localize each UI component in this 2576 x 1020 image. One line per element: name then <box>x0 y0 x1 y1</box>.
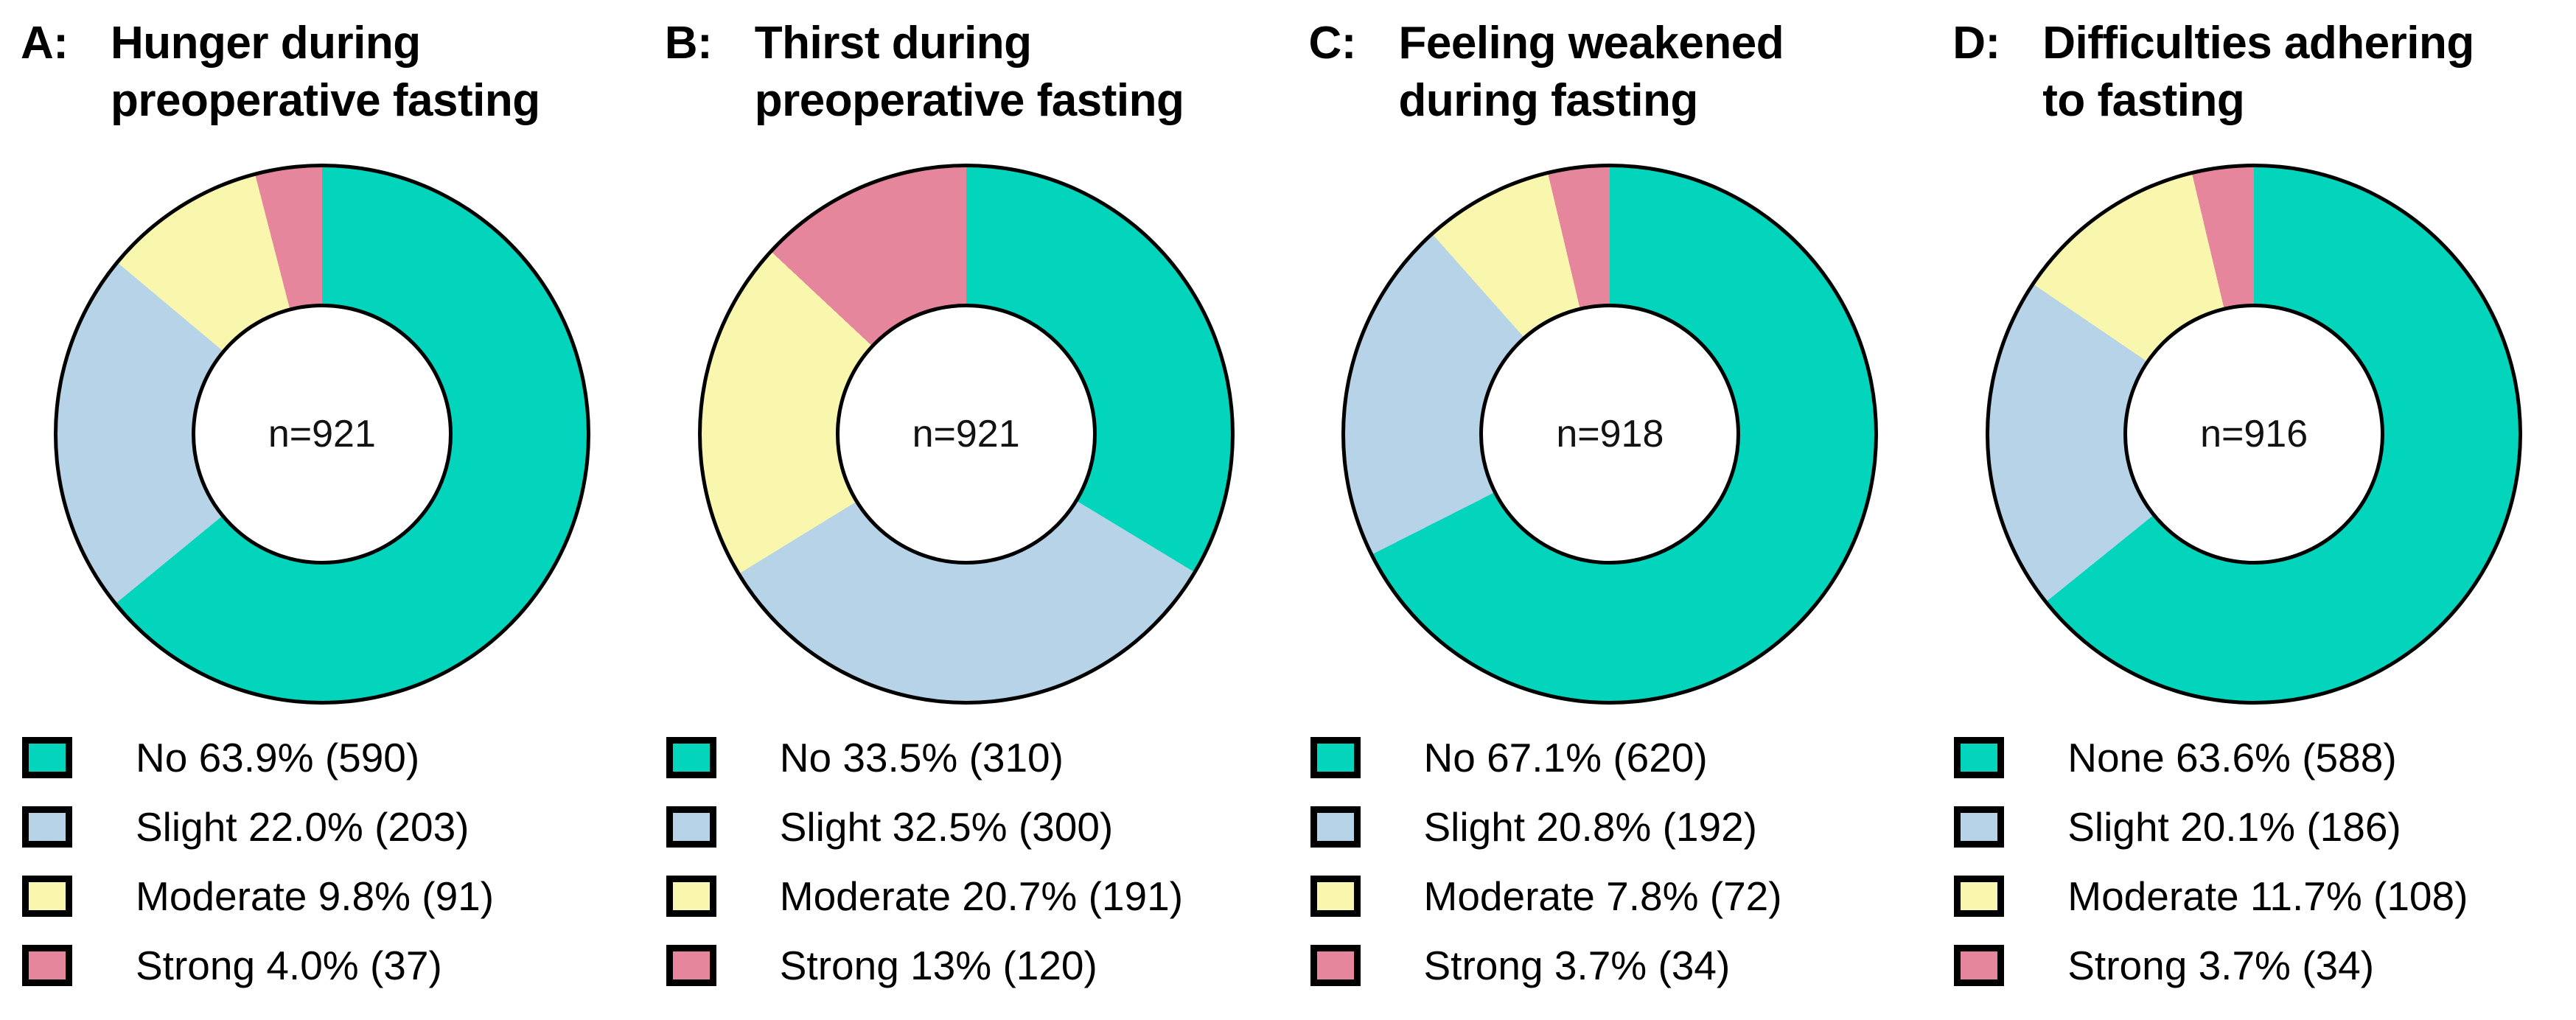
legend-label: Moderate 11.7% (108) <box>2067 873 2468 920</box>
legend-label: Slight 20.8% (192) <box>1423 804 1758 850</box>
legend-label: Strong 13% (120) <box>779 943 1097 989</box>
panel-title: B: Thirst during preoperative fasting <box>665 15 1288 130</box>
legend-swatch-slight <box>1954 806 2005 848</box>
title-line-1: Thirst during <box>754 18 1032 69</box>
title-line-2: during fasting <box>1398 75 1699 127</box>
panel-title: C: Feeling weakened during fasting <box>1309 15 1933 130</box>
legend-row: Strong 13% (120) <box>666 942 1288 989</box>
donut-hole: n=921 <box>835 304 1097 565</box>
legend-row: Moderate 20.7% (191) <box>666 873 1288 920</box>
legend-swatch-slight <box>22 806 72 848</box>
title-lines: Difficulties adhering to fasting <box>2042 15 2474 130</box>
legend-swatch-slight <box>1310 806 1361 848</box>
legend-row: Slight 20.8% (192) <box>1310 803 1933 850</box>
title-line-1: Difficulties adhering <box>2042 18 2474 69</box>
legend-label: Moderate 9.8% (91) <box>136 873 495 920</box>
title-line-2: to fasting <box>2042 75 2245 127</box>
title-line-1: Feeling weakened <box>1398 18 1784 69</box>
legend-row: None 63.6% (588) <box>1954 734 2576 781</box>
legend-swatch-strong <box>1310 945 1361 987</box>
donut-chart: n=918 <box>1341 164 1879 705</box>
legend-row: Strong 3.7% (34) <box>1954 942 2576 989</box>
legend-label: No 67.1% (620) <box>1423 735 1708 781</box>
panel-letter: A: <box>21 18 69 69</box>
title-lines: Hunger during preoperative fasting <box>111 15 540 130</box>
legend-row: Slight 22.0% (203) <box>22 803 644 850</box>
title-line-1: Hunger during <box>111 18 421 69</box>
legend-row: Strong 4.0% (37) <box>22 942 644 989</box>
legend-swatch-no <box>666 737 716 779</box>
legend: None 63.6% (588) Slight 20.1% (186) Mode… <box>1954 734 2576 989</box>
legend-swatch-strong <box>1954 945 2005 987</box>
donut-chart: n=916 <box>1986 164 2523 705</box>
title-line-2: preoperative fasting <box>754 75 1184 127</box>
legend-swatch-moderate <box>1310 876 1361 918</box>
legend-row: Moderate 7.8% (72) <box>1310 873 1933 920</box>
sample-size-label: n=921 <box>268 413 376 456</box>
legend-label: Moderate 20.7% (191) <box>779 873 1184 920</box>
legend-swatch-moderate <box>1954 876 2005 918</box>
legend-swatch-strong <box>666 945 716 987</box>
legend-swatch-slight <box>666 806 716 848</box>
title-line-2: preoperative fasting <box>111 75 540 127</box>
donut-chart: n=921 <box>697 164 1235 705</box>
legend-row: Moderate 9.8% (91) <box>22 873 644 920</box>
legend-row: No 63.9% (590) <box>22 734 644 781</box>
legend-label: Strong 3.7% (34) <box>2067 943 2375 989</box>
panel-d: D: Difficulties adhering to fasting n=91… <box>1932 0 2576 1020</box>
legend: No 63.9% (590) Slight 22.0% (203) Modera… <box>22 734 644 989</box>
donut-hole: n=918 <box>1479 304 1741 565</box>
legend-swatch-no <box>22 737 72 779</box>
legend-row: No 67.1% (620) <box>1310 734 1933 781</box>
legend-label: Moderate 7.8% (72) <box>1423 873 1782 920</box>
legend-row: Strong 3.7% (34) <box>1310 942 1933 989</box>
legend-row: No 33.5% (310) <box>666 734 1288 781</box>
legend-swatch-none <box>1954 737 2005 779</box>
donut-hole: n=921 <box>191 304 453 565</box>
legend-label: Strong 3.7% (34) <box>1423 943 1731 989</box>
legend-label: No 63.9% (590) <box>136 735 420 781</box>
donut-chart: n=921 <box>53 164 590 705</box>
title-lines: Thirst during preoperative fasting <box>755 15 1184 130</box>
legend-label: None 63.6% (588) <box>2067 735 2397 781</box>
legend-label: Slight 22.0% (203) <box>136 804 470 850</box>
sample-size-label: n=918 <box>1556 413 1664 456</box>
panel-c: C: Feeling weakened during fasting n=918… <box>1288 0 1933 1020</box>
legend-swatch-no <box>1310 737 1361 779</box>
panel-b: B: Thirst during preoperative fasting n=… <box>644 0 1288 1020</box>
legend-row: Slight 20.1% (186) <box>1954 803 2576 850</box>
legend-swatch-strong <box>22 945 72 987</box>
donut-hole: n=916 <box>2123 304 2385 565</box>
legend: No 33.5% (310) Slight 32.5% (300) Modera… <box>666 734 1288 989</box>
legend-row: Slight 32.5% (300) <box>666 803 1288 850</box>
legend-label: Strong 4.0% (37) <box>136 943 442 989</box>
legend-label: Slight 20.1% (186) <box>2067 804 2401 850</box>
panel-letter: B: <box>664 18 713 69</box>
title-lines: Feeling weakened during fasting <box>1399 15 1784 130</box>
legend-label: No 33.5% (310) <box>779 735 1064 781</box>
panel-title: D: Difficulties adhering to fasting <box>1952 15 2576 130</box>
legend-label: Slight 32.5% (300) <box>779 804 1114 850</box>
panel-title: A: Hunger during preoperative fasting <box>21 15 644 130</box>
sample-size-label: n=921 <box>912 413 1020 456</box>
legend-swatch-moderate <box>666 876 716 918</box>
legend: No 67.1% (620) Slight 20.8% (192) Modera… <box>1310 734 1933 989</box>
legend-swatch-moderate <box>22 876 72 918</box>
panel-letter: C: <box>1308 18 1357 69</box>
panel-letter: D: <box>1952 18 2000 69</box>
sample-size-label: n=916 <box>2200 413 2308 456</box>
panel-a: A: Hunger during preoperative fasting n=… <box>0 0 644 1020</box>
legend-row: Moderate 11.7% (108) <box>1954 873 2576 920</box>
